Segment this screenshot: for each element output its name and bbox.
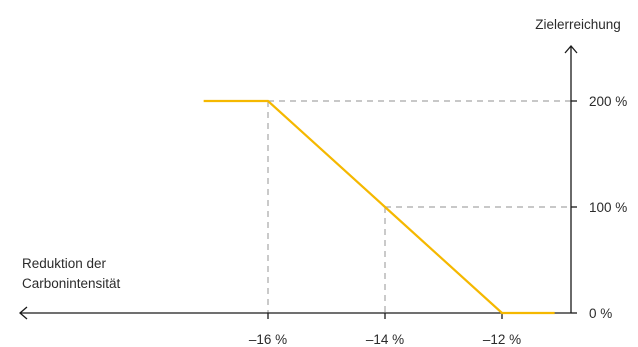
x-axis-label-line-1: Reduktion der: [22, 256, 107, 271]
x-axis-label-line-2: Carbonintensität: [22, 276, 121, 291]
x-axis-label: Reduktion der Carbonintensität: [22, 254, 222, 294]
series-layer: [203, 99, 555, 315]
x-axis-arrow-icon: [19, 306, 28, 320]
series-line-0: [203, 99, 555, 315]
reference-lines: [267, 100, 571, 313]
y-tick-label: 0 %: [589, 306, 612, 321]
axes: [19, 45, 578, 320]
x-tick-label: –12 %: [483, 332, 521, 347]
x-tick-label: –14 %: [366, 332, 404, 347]
axis-ticks: –16 % –14 % –12 % 0 % 100 % 200 %: [249, 94, 627, 347]
y-tick-label: 200 %: [589, 94, 627, 109]
y-axis-arrow-icon: [564, 45, 578, 54]
x-tick-label: –16 %: [249, 332, 287, 347]
y-tick-label: 100 %: [589, 200, 627, 215]
y-axis-label: Zielerreichung: [535, 17, 621, 32]
